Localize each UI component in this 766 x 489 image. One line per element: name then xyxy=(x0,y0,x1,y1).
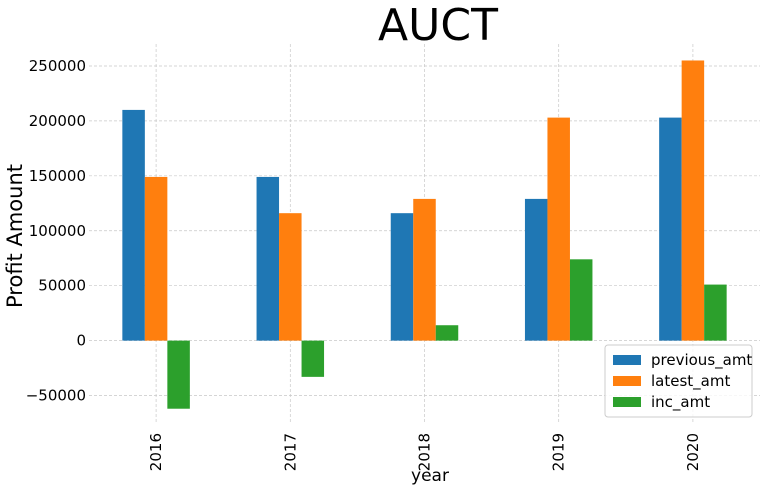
y-tick-label: 100000 xyxy=(29,222,86,240)
y-tick-label: 0 xyxy=(76,332,86,350)
bar-previous_amt-2018 xyxy=(390,213,414,341)
x-tick-label: 2019 xyxy=(550,433,568,471)
x-tick-label: 2017 xyxy=(281,433,299,471)
legend-label-latest_amt: latest_amt xyxy=(651,372,730,391)
legend-swatch-inc_amt xyxy=(613,397,641,407)
y-tick-label: 250000 xyxy=(29,57,86,75)
bar-inc_amt-2018 xyxy=(435,325,459,341)
bar-latest_amt-2019 xyxy=(547,117,570,341)
legend-swatch-previous_amt xyxy=(613,355,641,365)
bar-previous_amt-2020 xyxy=(659,117,682,341)
y-tick-label: 50000 xyxy=(38,277,86,295)
legend-swatch-latest_amt xyxy=(613,376,641,386)
chart-title: AUCT xyxy=(378,0,498,51)
x-tick-label: 2020 xyxy=(684,433,702,471)
tick-labels: −50000 0 50000 100000 150000 200000 250000 2016… xyxy=(26,57,702,471)
bar-previous_amt-2016 xyxy=(122,109,145,341)
y-axis-label: Profit Amount xyxy=(3,164,27,308)
legend-box xyxy=(604,344,753,418)
x-axis-label: year xyxy=(411,466,449,486)
y-tick-label: 150000 xyxy=(29,167,86,185)
bar-inc_amt-2017 xyxy=(301,340,325,377)
x-tick-label: 2018 xyxy=(416,433,434,471)
bar-latest_amt-2017 xyxy=(279,213,302,341)
bar-inc_amt-2019 xyxy=(569,259,593,341)
bar-latest_amt-2020 xyxy=(681,60,705,341)
bar-latest_amt-2018 xyxy=(413,198,436,341)
bar-inc_amt-2020 xyxy=(704,284,727,341)
bar-latest_amt-2016 xyxy=(144,176,168,341)
y-tick-label: −50000 xyxy=(26,387,86,405)
bar-previous_amt-2017 xyxy=(256,176,280,341)
bar-inc_amt-2016 xyxy=(167,340,190,409)
legend-label-previous_amt: previous_amt xyxy=(651,351,752,370)
bar-previous_amt-2019 xyxy=(524,198,548,341)
x-tick-label: 2016 xyxy=(147,433,165,471)
legend: previous_amt latest_amt inc_amt xyxy=(604,344,753,418)
legend-label-inc_amt: inc_amt xyxy=(651,393,710,412)
bars xyxy=(122,60,727,409)
y-tick-label: 200000 xyxy=(29,112,86,130)
